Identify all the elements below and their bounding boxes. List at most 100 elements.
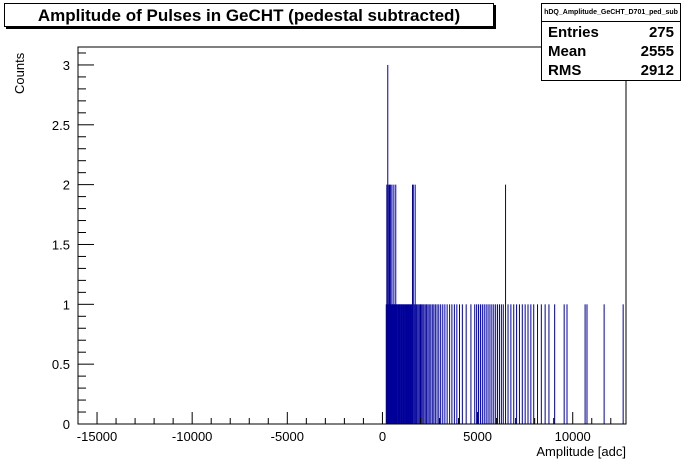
histogram-bar — [396, 304, 398, 424]
stat-row-mean: Mean 2555 — [548, 43, 674, 61]
x-axis-title: Amplitude [adc] — [536, 444, 626, 459]
histogram-bar — [622, 304, 624, 424]
x-axis: -15000 -10000 -5000 0 5000 10000 — [77, 412, 612, 444]
histogram-bar — [434, 304, 436, 424]
histogram-bar — [521, 304, 523, 424]
histogram-bar — [507, 304, 509, 424]
histogram-bar — [408, 304, 410, 424]
histogram-bar — [431, 304, 433, 424]
histogram-bar — [421, 304, 423, 424]
y-tick-label: 0.5 — [52, 357, 70, 372]
histogram-bar — [427, 304, 429, 424]
histogram-bar — [479, 304, 481, 424]
histogram-bar — [586, 304, 588, 424]
histogram-bar — [497, 304, 499, 424]
histogram-bar — [516, 304, 518, 424]
y-tick-label: 1 — [63, 297, 70, 312]
histogram-bar — [414, 184, 416, 424]
stat-label: Mean — [548, 43, 587, 60]
histogram-bar — [495, 304, 497, 424]
histogram-bar — [436, 304, 438, 424]
histogram-bar — [386, 184, 388, 424]
histogram-bar — [566, 304, 568, 424]
histogram-bar — [406, 304, 408, 424]
histogram-bar — [500, 304, 502, 424]
histogram-bar — [524, 304, 526, 424]
y-tick-label: 2.5 — [52, 118, 70, 133]
histogram-bar — [393, 184, 395, 424]
histogram-bar — [399, 304, 401, 424]
histogram-bar — [483, 304, 485, 424]
histogram-bar — [453, 304, 455, 424]
histogram-bar — [411, 304, 413, 424]
histogram-bar — [397, 304, 399, 424]
y-tick-label: 2 — [63, 178, 70, 193]
histogram-bar — [413, 304, 415, 424]
y-tick-label: 3 — [63, 58, 70, 73]
x-tick-label: 0 — [379, 429, 386, 444]
histogram-bar — [554, 304, 556, 424]
histogram-bar — [481, 304, 483, 424]
histogram-bar — [412, 184, 414, 424]
histogram-bar — [388, 184, 390, 424]
histogram-bar — [442, 304, 444, 424]
y-axis-title: Counts — [12, 52, 27, 94]
histogram-bar — [540, 304, 542, 424]
chart-title-box: Amplitude of Pulses in GeCHT (pedestal s… — [4, 3, 494, 27]
plot-frame — [77, 46, 627, 425]
histogram-bar — [389, 304, 391, 424]
histogram-bar — [527, 304, 529, 424]
histogram-bar — [387, 64, 389, 424]
histogram-bar — [459, 304, 461, 424]
histogram-bar — [385, 304, 387, 424]
histogram-bar — [446, 304, 448, 424]
chart-title: Amplitude of Pulses in GeCHT (pedestal s… — [37, 6, 461, 25]
histogram-bar — [491, 304, 493, 424]
histogram-bar — [603, 304, 605, 424]
histogram-bar — [403, 304, 405, 424]
histogram-bar — [408, 304, 410, 424]
histogram-bar — [395, 184, 397, 424]
histogram-bar — [420, 304, 421, 424]
histogram-bar — [426, 304, 428, 424]
x-tick-label: -10000 — [172, 429, 212, 444]
stat-label: Entries — [548, 24, 599, 41]
histogram-bar — [498, 304, 500, 424]
histogram-bar — [513, 304, 515, 424]
stat-row-entries: Entries 275 — [548, 24, 674, 42]
histogram-bar — [433, 304, 435, 424]
histogram-bar — [533, 304, 535, 424]
histogram-bar — [402, 304, 404, 424]
histogram-bar — [394, 304, 396, 424]
y-tick-label: 1.5 — [52, 237, 70, 252]
histogram-bar — [510, 304, 512, 424]
histogram-bar — [392, 304, 394, 424]
histogram-bar — [487, 304, 489, 424]
histogram-bar — [548, 304, 550, 424]
stat-row-rms: RMS 2912 — [548, 62, 674, 80]
histogram-bar — [544, 304, 546, 424]
histogram-bar — [476, 304, 478, 424]
histogram-bar — [461, 304, 463, 424]
histogram-bar — [404, 304, 406, 424]
histogram-bar — [417, 304, 419, 424]
histogram-bar — [563, 304, 565, 424]
x-tick-label: -15000 — [77, 429, 117, 444]
histogram-bar — [474, 304, 476, 424]
histogram-bar — [465, 304, 467, 424]
stats-box: hDQ_Amplitude_GeCHT_D701_ped_sub Entries… — [541, 3, 681, 81]
histogram-bar — [428, 304, 430, 424]
histogram-bar — [518, 304, 520, 424]
histogram-bar — [493, 304, 495, 424]
x-tick-label: 10000 — [555, 429, 591, 444]
histogram-bar — [387, 184, 389, 424]
histogram-bar — [423, 304, 425, 424]
histogram-bar — [390, 304, 392, 424]
histogram-bar — [584, 304, 586, 424]
histogram-bar — [401, 304, 403, 424]
histogram-bar — [400, 304, 402, 424]
histogram-bar — [399, 304, 401, 424]
x-tick-label: 5000 — [463, 429, 492, 444]
histogram-bar — [407, 304, 409, 424]
